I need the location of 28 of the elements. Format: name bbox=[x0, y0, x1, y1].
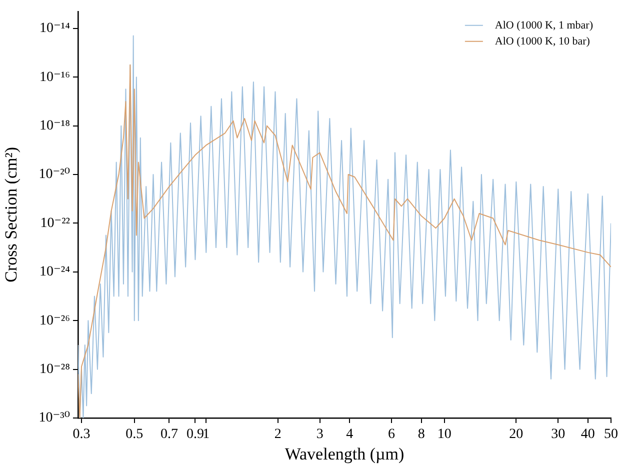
y-tick-label: 10⁻²⁶ bbox=[40, 313, 70, 328]
x-tick-label: 10 bbox=[437, 427, 452, 442]
x-tick-label: 0.9 bbox=[186, 427, 204, 442]
x-tick-label: 20 bbox=[509, 427, 524, 442]
x-tick-label: 30 bbox=[551, 427, 566, 442]
legend-label: AlO (1000 K, 10 bar) bbox=[494, 35, 590, 48]
x-tick-label: 1 bbox=[202, 427, 210, 442]
y-axis-title: Cross Section (cm²) bbox=[2, 146, 21, 282]
x-tick-label: 3 bbox=[316, 427, 324, 442]
x-tick-label: 50 bbox=[604, 427, 618, 442]
x-tick-label: 0.7 bbox=[160, 427, 178, 442]
x-tick-label: 2 bbox=[274, 427, 282, 442]
y-tick-label: 10⁻¹⁶ bbox=[40, 70, 70, 85]
x-tick-label: 0.3 bbox=[72, 427, 90, 442]
x-tick-label: 40 bbox=[580, 427, 595, 442]
y-tick-label: 10⁻¹⁴ bbox=[40, 21, 70, 36]
y-tick-label: 10⁻²⁴ bbox=[40, 264, 70, 280]
x-tick-label: 0.5 bbox=[126, 427, 144, 442]
y-tick-label: 10⁻²⁰ bbox=[38, 167, 70, 182]
legend-label: AlO (1000 K, 1 mbar) bbox=[494, 19, 594, 32]
y-tick-label: 10⁻¹⁸ bbox=[40, 118, 70, 134]
x-tick-label: 4 bbox=[346, 427, 354, 442]
x-axis-title: Wavelength (µm) bbox=[284, 444, 404, 464]
y-tick-label: 10⁻³⁰ bbox=[38, 410, 70, 426]
x-tick-label: 8 bbox=[418, 427, 425, 442]
y-tick-label: 10⁻²² bbox=[40, 216, 70, 231]
x-tick-label: 6 bbox=[388, 427, 396, 442]
y-tick-label: 10⁻²⁸ bbox=[40, 362, 70, 377]
